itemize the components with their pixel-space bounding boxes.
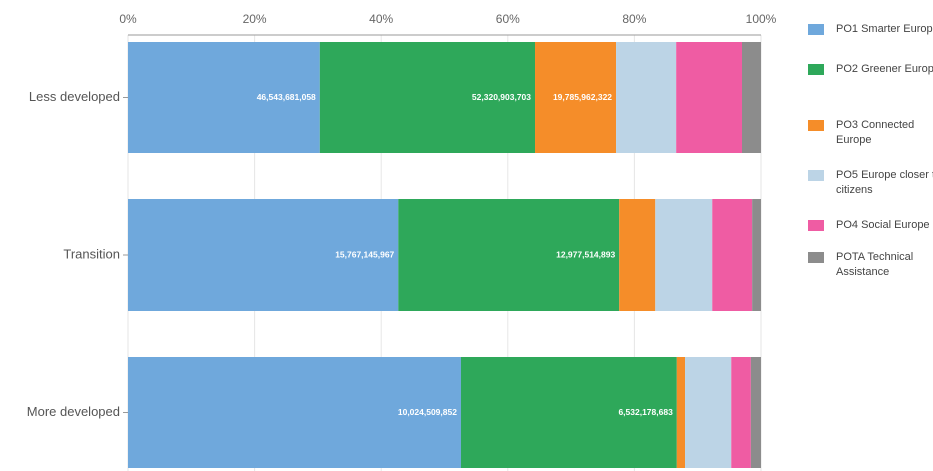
legend-swatch bbox=[808, 170, 824, 181]
legend-item: POTA Technical Assistance bbox=[808, 250, 933, 280]
bar-segment bbox=[128, 42, 320, 153]
legend-item: PO3 Connected Europe bbox=[808, 118, 933, 148]
legend-item: PO2 Greener Europe bbox=[808, 62, 933, 77]
legend-swatch bbox=[808, 120, 824, 131]
y-tick-label: Less developed bbox=[29, 89, 120, 104]
legend-swatch bbox=[808, 64, 824, 75]
legend-swatch bbox=[808, 24, 824, 35]
bar-segment bbox=[752, 199, 761, 311]
x-tick-label: 40% bbox=[369, 12, 393, 26]
x-tick-label: 60% bbox=[496, 12, 520, 26]
legend-label: PO5 Europe closer to citizens bbox=[836, 169, 933, 196]
data-label: 10,024,509,852 bbox=[398, 407, 457, 417]
legend-item: PO5 Europe closer to citizens bbox=[808, 168, 933, 198]
legend-label: POTA Technical Assistance bbox=[836, 251, 914, 278]
bar-segment bbox=[128, 199, 399, 311]
legend-item: PO4 Social Europe bbox=[808, 218, 933, 233]
bar-segment bbox=[619, 199, 656, 311]
data-label: 12,977,514,893 bbox=[556, 249, 615, 259]
x-tick-label: 100% bbox=[746, 12, 777, 26]
bar-segment bbox=[398, 199, 620, 311]
bar-segment bbox=[750, 357, 761, 468]
legend-label: PO4 Social Europe bbox=[836, 219, 930, 231]
data-label: 15,767,145,967 bbox=[335, 249, 394, 259]
bar-segment bbox=[731, 357, 751, 468]
legend-label: PO1 Smarter Europe bbox=[836, 23, 933, 35]
bar-segment bbox=[676, 42, 743, 153]
x-tick-label: 0% bbox=[119, 12, 137, 26]
bar-segment bbox=[685, 357, 732, 468]
legend-swatch bbox=[808, 220, 824, 231]
bar-segment bbox=[460, 357, 677, 468]
data-label: 52,320,903,703 bbox=[472, 92, 531, 102]
bar-segment bbox=[655, 199, 713, 311]
x-tick-label: 20% bbox=[243, 12, 267, 26]
bar-segment bbox=[128, 357, 461, 468]
legend-label: PO2 Greener Europe bbox=[836, 63, 933, 75]
bar-segment bbox=[676, 357, 686, 468]
y-tick-label: More developed bbox=[27, 404, 120, 419]
bar-segment bbox=[616, 42, 677, 153]
bar-segment bbox=[319, 42, 536, 153]
data-label: 19,785,962,322 bbox=[553, 92, 612, 102]
bar-segment bbox=[742, 42, 761, 153]
legend-label: PO3 Connected Europe bbox=[836, 119, 915, 146]
data-label: 6,532,178,683 bbox=[618, 407, 673, 417]
y-tick-label: Transition bbox=[63, 246, 120, 261]
bar-segment bbox=[712, 199, 753, 311]
x-tick-label: 80% bbox=[622, 12, 646, 26]
legend-item: PO1 Smarter Europe bbox=[808, 22, 933, 37]
legend-swatch bbox=[808, 252, 824, 263]
data-label: 46,543,681,058 bbox=[257, 92, 316, 102]
bar-segment bbox=[535, 42, 617, 153]
